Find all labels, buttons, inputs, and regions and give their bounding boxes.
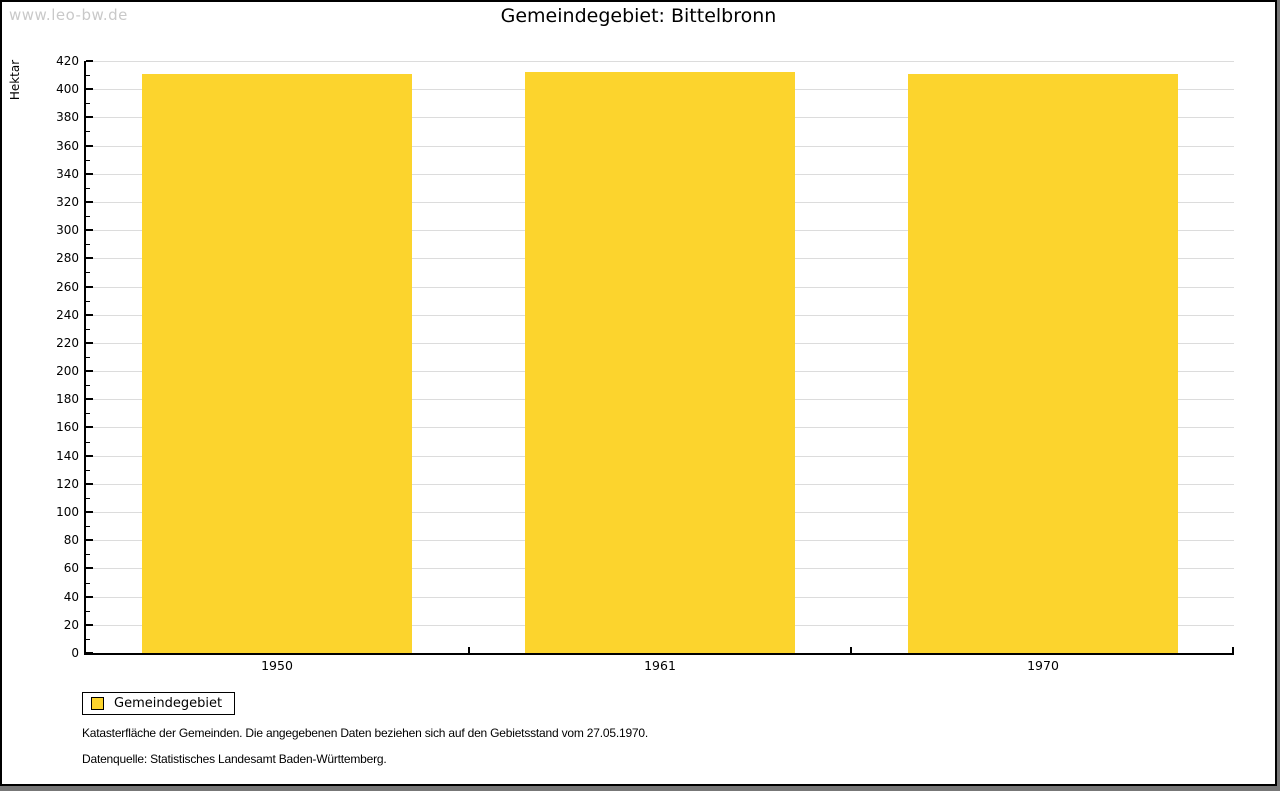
y-tick-label-280: 280 [56,251,79,266]
y-major-tick-140 [86,455,93,457]
x-boundary-tick-3 [1232,647,1234,653]
y-tick-label-0: 0 [71,646,79,660]
chart-title: Gemeindegebiet: Bittelbronn [500,5,777,27]
y-minor-tick-270 [86,272,90,273]
y-tick-label-360: 360 [56,138,79,153]
bar-1970 [908,74,1178,653]
y-tick-label-200: 200 [56,364,79,379]
footnote-data-source: Datenquelle: Statistisches Landesamt Bad… [82,752,387,766]
y-tick-label-400: 400 [56,82,79,97]
y-tick-label-220: 220 [56,335,79,350]
y-minor-tick-70 [86,554,90,555]
y-tick-label-300: 300 [56,223,79,238]
y-major-tick-180 [86,398,93,400]
y-minor-tick-90 [86,526,90,527]
y-tick-label-420: 420 [56,54,79,68]
y-minor-tick-350 [86,160,90,161]
watermark: www.leo-bw.de [9,6,128,24]
y-minor-tick-390 [86,103,90,104]
y-minor-tick-150 [86,442,90,443]
y-tick-label-340: 340 [56,166,79,181]
y-major-tick-420 [86,60,93,62]
x-boundary-tick-1 [468,647,470,653]
y-minor-tick-230 [86,329,90,330]
y-minor-tick-210 [86,357,90,358]
y-major-tick-160 [86,426,93,428]
y-minor-tick-130 [86,470,90,471]
y-minor-tick-310 [86,216,90,217]
y-minor-tick-170 [86,413,90,414]
bar-1950 [142,74,412,653]
y-minor-tick-10 [86,639,90,640]
plot-area [84,60,1234,655]
bar-1961 [525,72,795,653]
y-major-tick-40 [86,596,93,598]
y-minor-tick-110 [86,498,90,499]
y-tick-label-100: 100 [56,505,79,520]
y-minor-tick-290 [86,244,90,245]
y-tick-label-320: 320 [56,194,79,209]
y-major-tick-300 [86,229,93,231]
y-major-tick-220 [86,342,93,344]
y-major-tick-120 [86,483,93,485]
y-tick-label-60: 60 [63,561,79,576]
legend-label: Gemeindegebiet [114,696,223,711]
y-minor-tick-370 [86,131,90,132]
y-major-tick-20 [86,624,93,626]
y-axis-label: Hektar [8,59,22,101]
y-tick-label-240: 240 [56,307,79,322]
y-major-tick-200 [86,370,93,372]
y-major-tick-240 [86,314,93,316]
y-major-tick-260 [86,286,93,288]
y-major-tick-280 [86,257,93,259]
y-major-tick-60 [86,567,93,569]
y-major-tick-340 [86,173,93,175]
footnote-description: Katasterfläche der Gemeinden. Die angege… [82,726,649,740]
y-tick-label-20: 20 [63,617,79,632]
y-tick-label-140: 140 [56,448,79,463]
x-boundary-tick-2 [850,647,852,653]
y-minor-tick-50 [86,583,90,584]
y-tick-label-380: 380 [56,110,79,125]
y-major-tick-320 [86,201,93,203]
y-major-tick-0 [86,652,93,654]
gridline-420 [86,61,1234,62]
y-tick-label-120: 120 [56,476,79,491]
y-minor-tick-410 [86,75,90,76]
y-major-tick-360 [86,145,93,147]
y-minor-tick-30 [86,611,90,612]
y-minor-tick-250 [86,301,90,302]
x-tick-label-1970: 1970 [1027,658,1059,673]
y-tick-label-160: 160 [56,420,79,435]
x-tick-label-1961: 1961 [644,658,676,673]
legend-swatch-gemeindegebiet [91,697,104,710]
y-tick-label-260: 260 [56,279,79,294]
x-tick-label-1950: 1950 [261,658,293,673]
y-tick-label-180: 180 [56,392,79,407]
y-minor-tick-190 [86,385,90,386]
y-minor-tick-330 [86,188,90,189]
y-major-tick-80 [86,539,93,541]
y-major-tick-380 [86,116,93,118]
y-major-tick-100 [86,511,93,513]
y-tick-label-40: 40 [63,589,79,604]
y-tick-label-80: 80 [63,533,79,548]
y-major-tick-400 [86,88,93,90]
legend: Gemeindegebiet [82,692,235,715]
